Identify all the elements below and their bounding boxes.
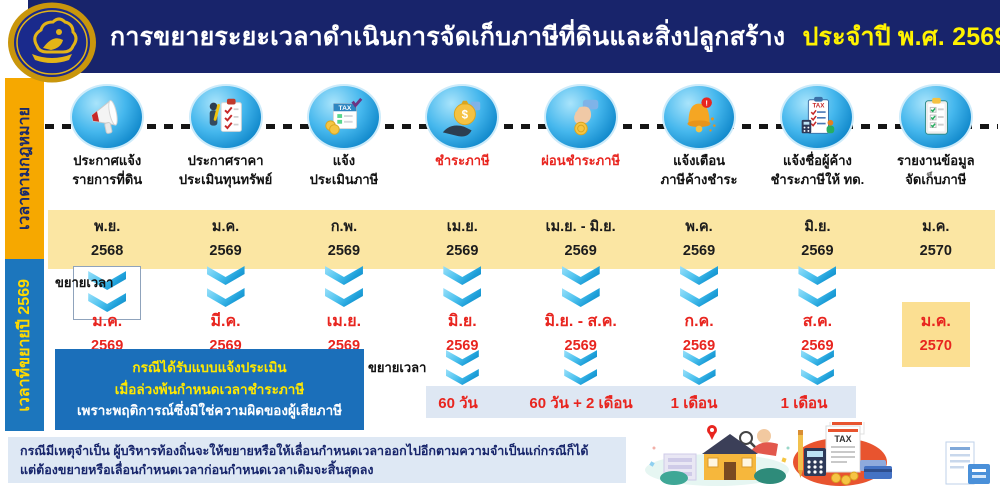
bottom-illustrations: TAX (645, 422, 990, 486)
house-survey-illustration (645, 425, 790, 486)
duration-installment: 60 วัน + 2 เดือน (529, 395, 633, 412)
chevron-down-icon (682, 350, 716, 385)
svg-text:TAX: TAX (813, 102, 826, 109)
bottom-note-line-1: กรณีมีเหตุจำเป็น ผู้บริหารท้องถิ่นจะให้ข… (20, 444, 589, 458)
money-bag-icon: $ (425, 84, 500, 150)
chevron-down-icon (561, 266, 600, 307)
sidebar-legal-time-label: เวลาตามกฎหมาย (16, 106, 33, 231)
timeline-icons-row: TAX $ (48, 84, 995, 166)
chevron-down-icon (324, 266, 363, 307)
legal-month-4: เม.ย. 2569 (446, 219, 479, 259)
extend-time-label-2: ขยายเวลา (368, 360, 427, 375)
second-extension-chevrons-row (48, 350, 995, 386)
extended-months-row: ม.ค. 2569 มี.ค. 2569 เม.ย. 2569 มิ.ย. 2569 ม… (48, 302, 995, 367)
legal-months-band: พ.ย. 2568 ม.ค. 2569 ก.พ. 2569 เม.ย. 2569 เม.… (48, 210, 995, 269)
svg-text:TAX: TAX (338, 105, 351, 112)
sidebar-legal-time: เวลาตามกฎหมาย (5, 78, 44, 259)
step-label-notify-assessment: แจ้ง ประเมินภาษี (309, 153, 379, 187)
step-label-installment: ผ่อนชำระภาษี (541, 153, 621, 168)
alert-bell-icon: ! (662, 84, 737, 150)
jan-2570-highlight-box: ม.ค. 2570 (901, 302, 970, 367)
timeline-dotted-line (45, 124, 998, 129)
info-box-line-3: เพราะพฤติการณ์ซึ่งมิใช่ความผิดของผู้เสีย… (76, 403, 343, 419)
chevron-down-icon (443, 266, 482, 307)
extension-duration-band: 60 วัน 60 วัน + 2 เดือน 1 เดือน 1 เดือน (426, 386, 856, 418)
legal-month-3: ก.พ. 2569 (327, 219, 361, 259)
legal-month-1: พ.ย. 2568 (91, 219, 124, 259)
ministry-seal-logo (8, 2, 96, 83)
ext-month-8: ม.ค. 2570 (877, 302, 995, 367)
chevron-down-icon (564, 350, 598, 385)
legal-month-2: ม.ค. 2569 (209, 219, 242, 259)
report-clipboard-icon (898, 84, 973, 150)
header-bar: การขยายระยะเวลาดำเนินการจัดเก็บภาษีที่ดิ… (28, 0, 1000, 73)
chevron-selection-box (73, 266, 142, 320)
legal-month-7: มิ.ย. 2569 (801, 219, 834, 259)
chevron-down-icon (680, 266, 719, 307)
ext-month-6: ก.ค. 2569 (682, 313, 716, 354)
step-label-remind-arrears: แจ้งเตือน ภาษีค้างชำระ (660, 153, 738, 187)
info-box-line-1: กรณีได้รับแบบแจ้งประเมิน (132, 360, 287, 376)
chevron-down-icon (800, 350, 834, 385)
ext-month-7: ส.ค. 2569 (801, 313, 834, 354)
svg-text:TAX: TAX (834, 434, 851, 444)
sidebar-extended-time: เวลาที่ขยายปี 2569 (5, 259, 44, 431)
extend-time-label-1: ขยายเวลา (55, 275, 114, 290)
page-title: การขยายระยะเวลาดำเนินการจัดเก็บภาษีที่ดิ… (110, 17, 1000, 57)
tax-list-icon: TAX (780, 84, 855, 150)
sidebar-extended-time-label: เวลาที่ขยายปี 2569 (16, 278, 33, 412)
step-label-pay-tax: ชำระภาษี (435, 153, 490, 168)
duration-remind: 1 เดือน (670, 395, 718, 412)
bottom-note: กรณีมีเหตุจำเป็น ผู้บริหารท้องถิ่นจะให้ข… (8, 437, 626, 483)
legal-month-6: พ.ค. 2569 (682, 219, 716, 259)
svg-text:!: ! (705, 99, 708, 108)
step-label-announce-value: ประกาศราคา ประเมินทุนทรัพย์ (178, 153, 273, 187)
chevron-down-icon (445, 350, 479, 385)
step-label-announce-land: ประกาศแจ้ง รายการที่ดิน (72, 153, 143, 187)
bottom-note-line-2: แต่ต้องขยายหรือเลื่อนกำหนดเวลาก่อนกำหนดเ… (20, 463, 374, 478)
tax-assessment-icon: TAX (306, 84, 381, 150)
duration-report-defaulters: 1 เดือน (780, 395, 828, 412)
info-box-line-2: เมื่อล่วงพ้นกำหนดเวลาชำระภาษี (114, 381, 305, 397)
duration-pay-tax: 60 วัน (438, 395, 478, 412)
assessment-notice-info-box: กรณีได้รับแบบแจ้งประเมิน เมื่อล่วงพ้นกำห… (55, 349, 364, 430)
ext-month-5: มิ.ย. - ส.ค. 2569 (544, 313, 617, 354)
survey-checklist-icon (188, 84, 263, 150)
ext-month-4: มิ.ย. 2569 (446, 313, 479, 354)
receipt-illustration (945, 441, 990, 485)
timeline-step-labels-row: ประกาศแจ้ง รายการที่ดิน ประกาศราคา ประเมิน… (48, 152, 995, 208)
chevron-down-icon (798, 266, 837, 307)
coin-payment-icon (543, 84, 618, 150)
legal-month-8: ม.ค. 2570 (919, 219, 952, 259)
step-label-report-data: รายงานข้อมูล จัดเก็บภาษี (896, 153, 975, 187)
chevron-down-icon (206, 266, 245, 307)
megaphone-icon (70, 84, 145, 150)
page-title-year: ประจำปี พ.ศ. 2569 (802, 22, 1000, 51)
chevron-down-icon (88, 271, 127, 312)
extension-chevrons-row (48, 266, 995, 320)
legal-month-5: เม.ย. - มิ.ย. 2569 (545, 219, 616, 259)
page-title-main: การขยายระยะเวลาดำเนินการจัดเก็บภาษีที่ดิ… (110, 22, 786, 51)
svg-text:$: $ (462, 109, 469, 121)
tax-documents-illustration: TAX (793, 422, 892, 486)
step-label-report-defaulters: แจ้งชื่อผู้ค้าง ชำระภาษีให้ ทด. (770, 153, 865, 187)
